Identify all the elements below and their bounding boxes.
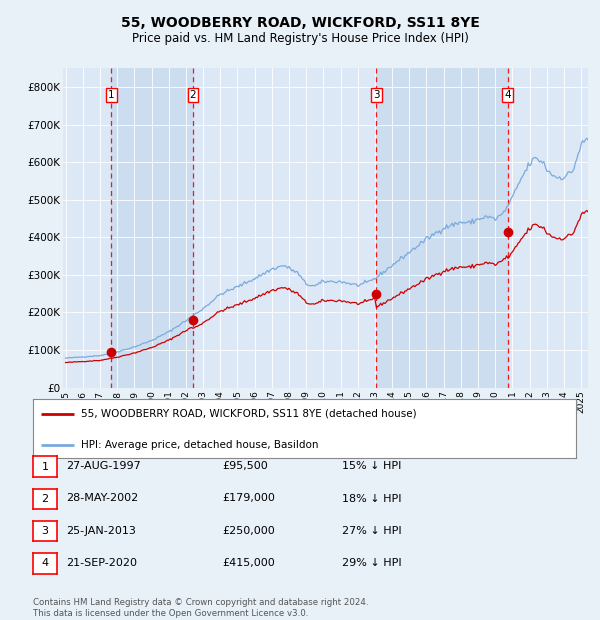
Text: 15% ↓ HPI: 15% ↓ HPI <box>342 461 401 471</box>
Text: 25-JAN-2013: 25-JAN-2013 <box>66 526 136 536</box>
Text: 18% ↓ HPI: 18% ↓ HPI <box>342 494 401 503</box>
Text: HPI: Average price, detached house, Basildon: HPI: Average price, detached house, Basi… <box>81 440 318 450</box>
Text: £179,000: £179,000 <box>222 494 275 503</box>
Text: 21-SEP-2020: 21-SEP-2020 <box>66 558 137 568</box>
Text: 27% ↓ HPI: 27% ↓ HPI <box>342 526 401 536</box>
Text: 55, WOODBERRY ROAD, WICKFORD, SS11 8YE: 55, WOODBERRY ROAD, WICKFORD, SS11 8YE <box>121 16 479 30</box>
Bar <box>111 68 193 388</box>
Text: 1: 1 <box>108 91 115 100</box>
Text: Contains HM Land Registry data © Crown copyright and database right 2024.
This d: Contains HM Land Registry data © Crown c… <box>33 598 368 618</box>
Text: 2: 2 <box>190 91 196 100</box>
Text: 28-MAY-2002: 28-MAY-2002 <box>66 494 138 503</box>
Text: 29% ↓ HPI: 29% ↓ HPI <box>342 558 401 568</box>
Text: £250,000: £250,000 <box>222 526 275 536</box>
Text: 3: 3 <box>373 91 379 100</box>
Text: 3: 3 <box>41 526 49 536</box>
Text: 4: 4 <box>41 558 49 569</box>
Text: £95,500: £95,500 <box>222 461 268 471</box>
Text: 2: 2 <box>41 494 49 504</box>
Text: Price paid vs. HM Land Registry's House Price Index (HPI): Price paid vs. HM Land Registry's House … <box>131 32 469 45</box>
Text: 1: 1 <box>41 461 49 472</box>
Text: 4: 4 <box>505 91 511 100</box>
Text: 27-AUG-1997: 27-AUG-1997 <box>66 461 141 471</box>
Bar <box>376 68 508 388</box>
Text: £415,000: £415,000 <box>222 558 275 568</box>
Text: 55, WOODBERRY ROAD, WICKFORD, SS11 8YE (detached house): 55, WOODBERRY ROAD, WICKFORD, SS11 8YE (… <box>81 409 416 419</box>
